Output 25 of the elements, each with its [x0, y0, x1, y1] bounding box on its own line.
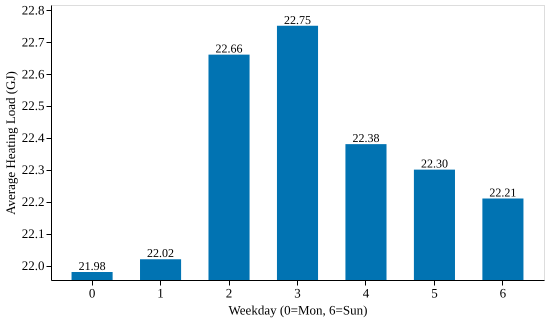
y-tick-label: 22.6 [22, 66, 45, 82]
data-label: 22.75 [284, 12, 311, 27]
y-tick-label: 22.5 [22, 98, 44, 114]
data-label: 22.21 [489, 185, 516, 200]
data-label: 22.38 [352, 131, 380, 146]
y-tick-label: 22.2 [22, 194, 44, 210]
x-tick-label: 3 [294, 286, 301, 300]
data-label: 22.66 [216, 42, 243, 56]
data-label: 22.30 [420, 156, 448, 171]
y-axis-title: Average Heating Load (GJ) [2, 71, 18, 215]
x-tick-label: 2 [226, 286, 232, 300]
y-tick-label: 22.8 [22, 2, 44, 18]
x-tick-label: 4 [362, 286, 370, 300]
data-label: 21.98 [78, 259, 106, 274]
data-label: 22.02 [147, 246, 174, 260]
y-tick-label: 22.1 [22, 226, 44, 242]
y-tick-label: 22.0 [22, 258, 44, 274]
x-axis-title: Weekday (0=Mon, 6=Sun) [228, 302, 368, 318]
y-tick-label: 22.3 [22, 162, 44, 178]
x-tick-label: 0 [88, 286, 96, 300]
x-tick-label: 1 [157, 286, 164, 300]
x-tick-label: 6 [500, 286, 507, 300]
y-tick-label: 22.7 [22, 34, 45, 50]
x-tick-label: 5 [431, 286, 438, 300]
y-tick-label: 22.4 [22, 130, 45, 146]
